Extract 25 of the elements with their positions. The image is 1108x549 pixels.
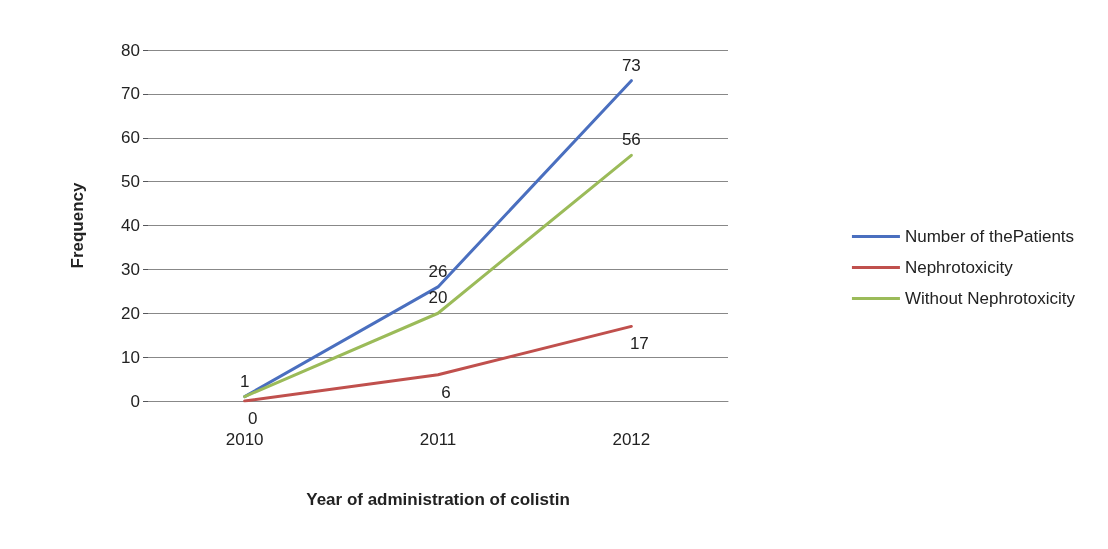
y-tick-label: 10 <box>121 347 140 367</box>
x-tick-label: 2012 <box>612 430 651 449</box>
y-axis-title: Frequency <box>68 181 87 269</box>
x-tick-label: 2010 <box>225 430 264 449</box>
y-tick-label: 70 <box>121 84 140 104</box>
legend-label: Number of thePatients <box>904 227 1075 246</box>
data-label: 0 <box>247 409 258 428</box>
data-label: 1 <box>239 371 250 391</box>
data-label: 26 <box>428 261 448 281</box>
y-tick-label: 40 <box>121 216 140 235</box>
legend-label: Nephrotoxicity <box>904 258 1014 277</box>
y-tick-label: 50 <box>121 172 140 192</box>
x-axis-title: Year of administration of colistin <box>306 490 570 509</box>
legend-label: Without Nephrotoxicity <box>904 289 1076 308</box>
y-tick-label: 20 <box>121 303 140 323</box>
y-tick-label: 30 <box>121 259 140 279</box>
data-label: 56 <box>621 130 641 150</box>
data-label: 73 <box>621 55 641 75</box>
data-label: 6 <box>441 382 451 402</box>
data-label: 20 <box>428 288 448 308</box>
y-tick-label: 80 <box>121 40 140 60</box>
y-tick-label: 60 <box>121 128 140 148</box>
data-label: 17 <box>629 334 649 354</box>
x-tick-label: 2011 <box>419 430 457 449</box>
y-tick-label: 0 <box>130 391 140 411</box>
